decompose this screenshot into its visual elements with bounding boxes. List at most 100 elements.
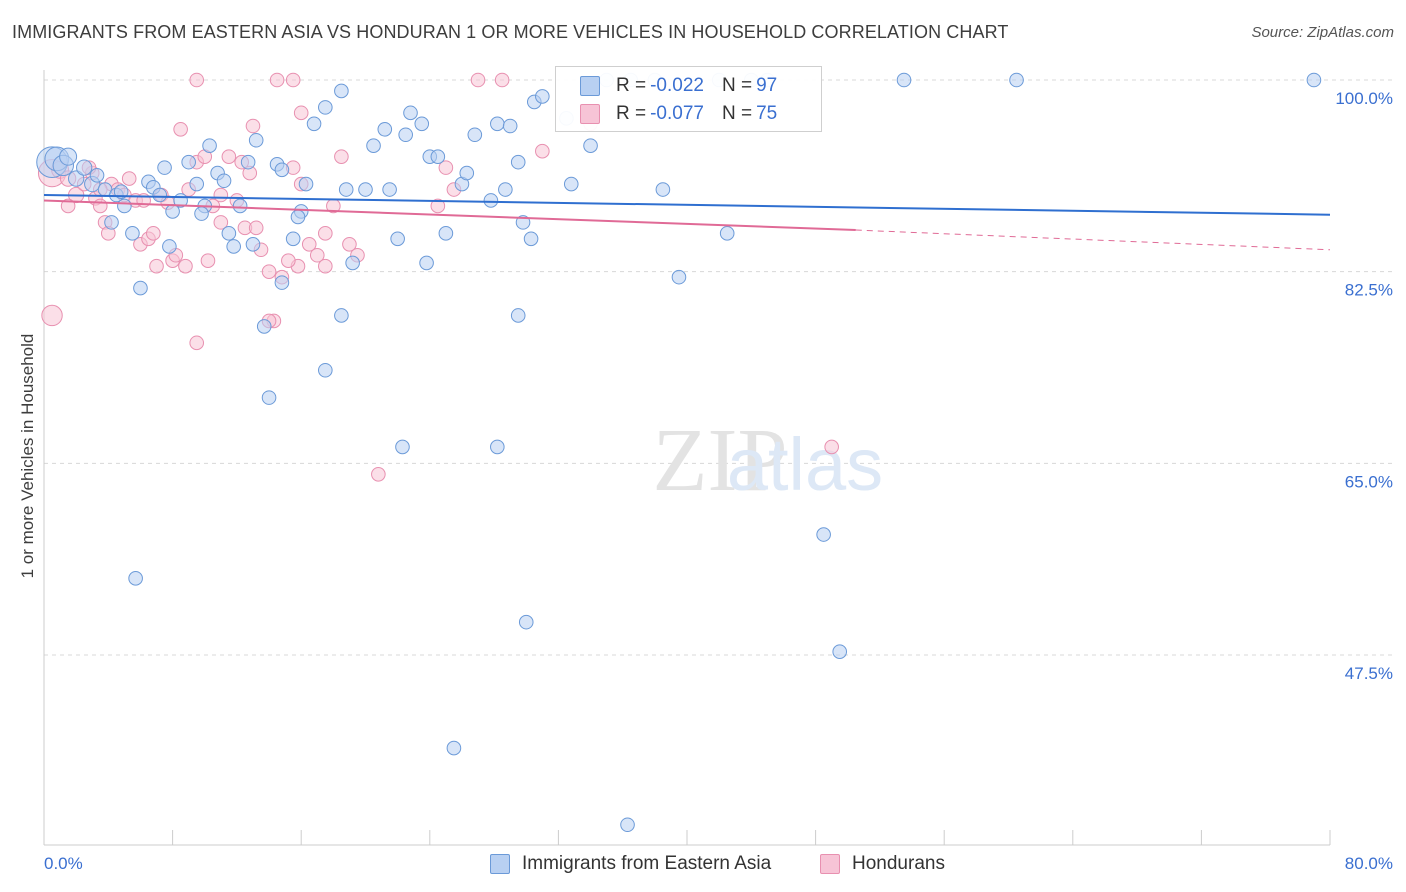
eastern-asia-trend-line — [43, 194, 1331, 216]
y-tick-label: 82.5% — [1345, 281, 1393, 300]
eastern-asia-point — [523, 231, 539, 247]
honduran-point — [269, 72, 285, 88]
eastern-asia-point — [816, 527, 831, 542]
honduran-point — [438, 160, 454, 175]
eastern-asia-point — [232, 198, 248, 214]
trend-lines — [43, 194, 1331, 251]
eastern-asia-point — [377, 121, 393, 137]
eastern-asia-point — [334, 308, 349, 323]
eastern-asia-point — [419, 255, 434, 271]
bottom-legend-hondurans[interactable]: Hondurans — [820, 852, 945, 876]
honduran-point — [60, 198, 76, 214]
legend-row-hondurans: R = -0.077 N = 75 — [580, 101, 777, 127]
eastern-asia-point — [490, 116, 505, 132]
blue-swatch — [580, 76, 600, 96]
chart-title: IMMIGRANTS FROM EASTERN ASIA VS HONDURAN… — [12, 22, 1009, 42]
honduran-point — [213, 187, 229, 203]
eastern-asia-point — [655, 182, 671, 197]
honduran-point — [824, 439, 839, 455]
eastern-asia-point — [274, 162, 290, 178]
n-value: 97 — [756, 75, 778, 96]
honduran-trend-extension — [855, 229, 1331, 251]
eastern-asia-point — [414, 116, 430, 132]
eastern-asia-point — [438, 226, 454, 241]
x-tick-label-left: 0.0% — [44, 854, 83, 873]
eastern-asia-point — [256, 319, 272, 334]
honduran-point — [470, 72, 486, 88]
bottom-legend-eastern-asia[interactable]: Immigrants from Eastern Asia — [490, 852, 771, 876]
eastern-asia-point — [68, 170, 85, 187]
legend-label: Hondurans — [852, 853, 945, 874]
eastern-asia-point — [1009, 72, 1024, 88]
eastern-asia-point — [1306, 72, 1322, 88]
eastern-asia-point — [128, 571, 143, 586]
eastern-asia-point — [498, 182, 513, 197]
eastern-asia-point — [358, 182, 373, 197]
honduran-point — [41, 304, 63, 327]
r-label: R = — [616, 75, 647, 96]
eastern-asia-point — [133, 280, 148, 296]
eastern-asia-point — [510, 154, 526, 170]
eastern-asia-point — [194, 206, 209, 221]
eastern-asia-point — [89, 167, 105, 183]
honduran-point — [301, 236, 317, 252]
eastern-asia-point — [535, 89, 550, 104]
eastern-asia-point — [221, 226, 237, 241]
honduran-point — [149, 258, 164, 274]
eastern-asia-point — [76, 159, 93, 176]
honduran-point — [318, 258, 333, 274]
eastern-asia-point — [896, 72, 912, 88]
eastern-asia-point — [620, 817, 635, 833]
honduran-point — [318, 226, 333, 241]
pink-swatch — [580, 104, 600, 124]
eastern-asia-point — [306, 116, 322, 132]
eastern-asia-point — [430, 149, 446, 164]
source-label: Source: ZipAtlas.com — [1251, 24, 1394, 41]
eastern-asia-point — [202, 138, 217, 154]
stats-legend: R = -0.022 N = 97 R = -0.077 N = 75 — [555, 66, 822, 132]
eastern-asia-point — [510, 308, 526, 323]
honduran-point — [92, 198, 108, 214]
eastern-asia-point — [113, 184, 129, 200]
eastern-asia-point — [157, 160, 172, 175]
eastern-asia-point — [583, 138, 598, 154]
eastern-asia-point — [104, 215, 119, 230]
eastern-asia-point — [290, 209, 306, 225]
eastern-asia-point — [181, 154, 196, 170]
eastern-asia-point — [719, 226, 735, 241]
honduran-point — [173, 121, 188, 137]
honduran-point — [371, 466, 386, 482]
eastern-asia-point — [59, 147, 78, 166]
eastern-asia-point — [189, 176, 205, 192]
r-value: -0.077 — [650, 103, 704, 124]
eastern-asia-point — [338, 182, 354, 197]
honduran-point — [178, 258, 193, 274]
eastern-asia-point — [395, 439, 410, 455]
eastern-asia-point — [318, 362, 333, 378]
eastern-asia-point — [117, 198, 132, 214]
eastern-asia-point — [245, 236, 261, 252]
honduran-point — [248, 220, 264, 236]
eastern-asia-point — [366, 138, 381, 154]
honduran-point — [189, 335, 205, 351]
eastern-asia-point — [318, 100, 333, 115]
y-tick-label: 65.0% — [1345, 472, 1393, 491]
watermark-zip: ZIP — [653, 411, 788, 510]
n-label: N = — [721, 75, 753, 96]
honduran-point — [334, 149, 349, 164]
eastern-asia-point — [261, 390, 277, 405]
honduran-point — [261, 264, 277, 279]
eastern-asia-point — [832, 644, 848, 660]
r-value: -0.022 — [650, 75, 704, 96]
honduran-point — [285, 72, 301, 88]
eastern-asia-point — [298, 176, 314, 192]
eastern-asia-point — [671, 269, 687, 285]
eastern-asia-point — [403, 105, 418, 121]
eastern-asia-point — [285, 231, 301, 247]
honduran-point — [281, 253, 296, 269]
honduran-point — [430, 198, 446, 214]
eastern-asia-point — [518, 614, 534, 630]
eastern-asia-point — [563, 176, 579, 192]
honduran-point — [293, 105, 309, 121]
